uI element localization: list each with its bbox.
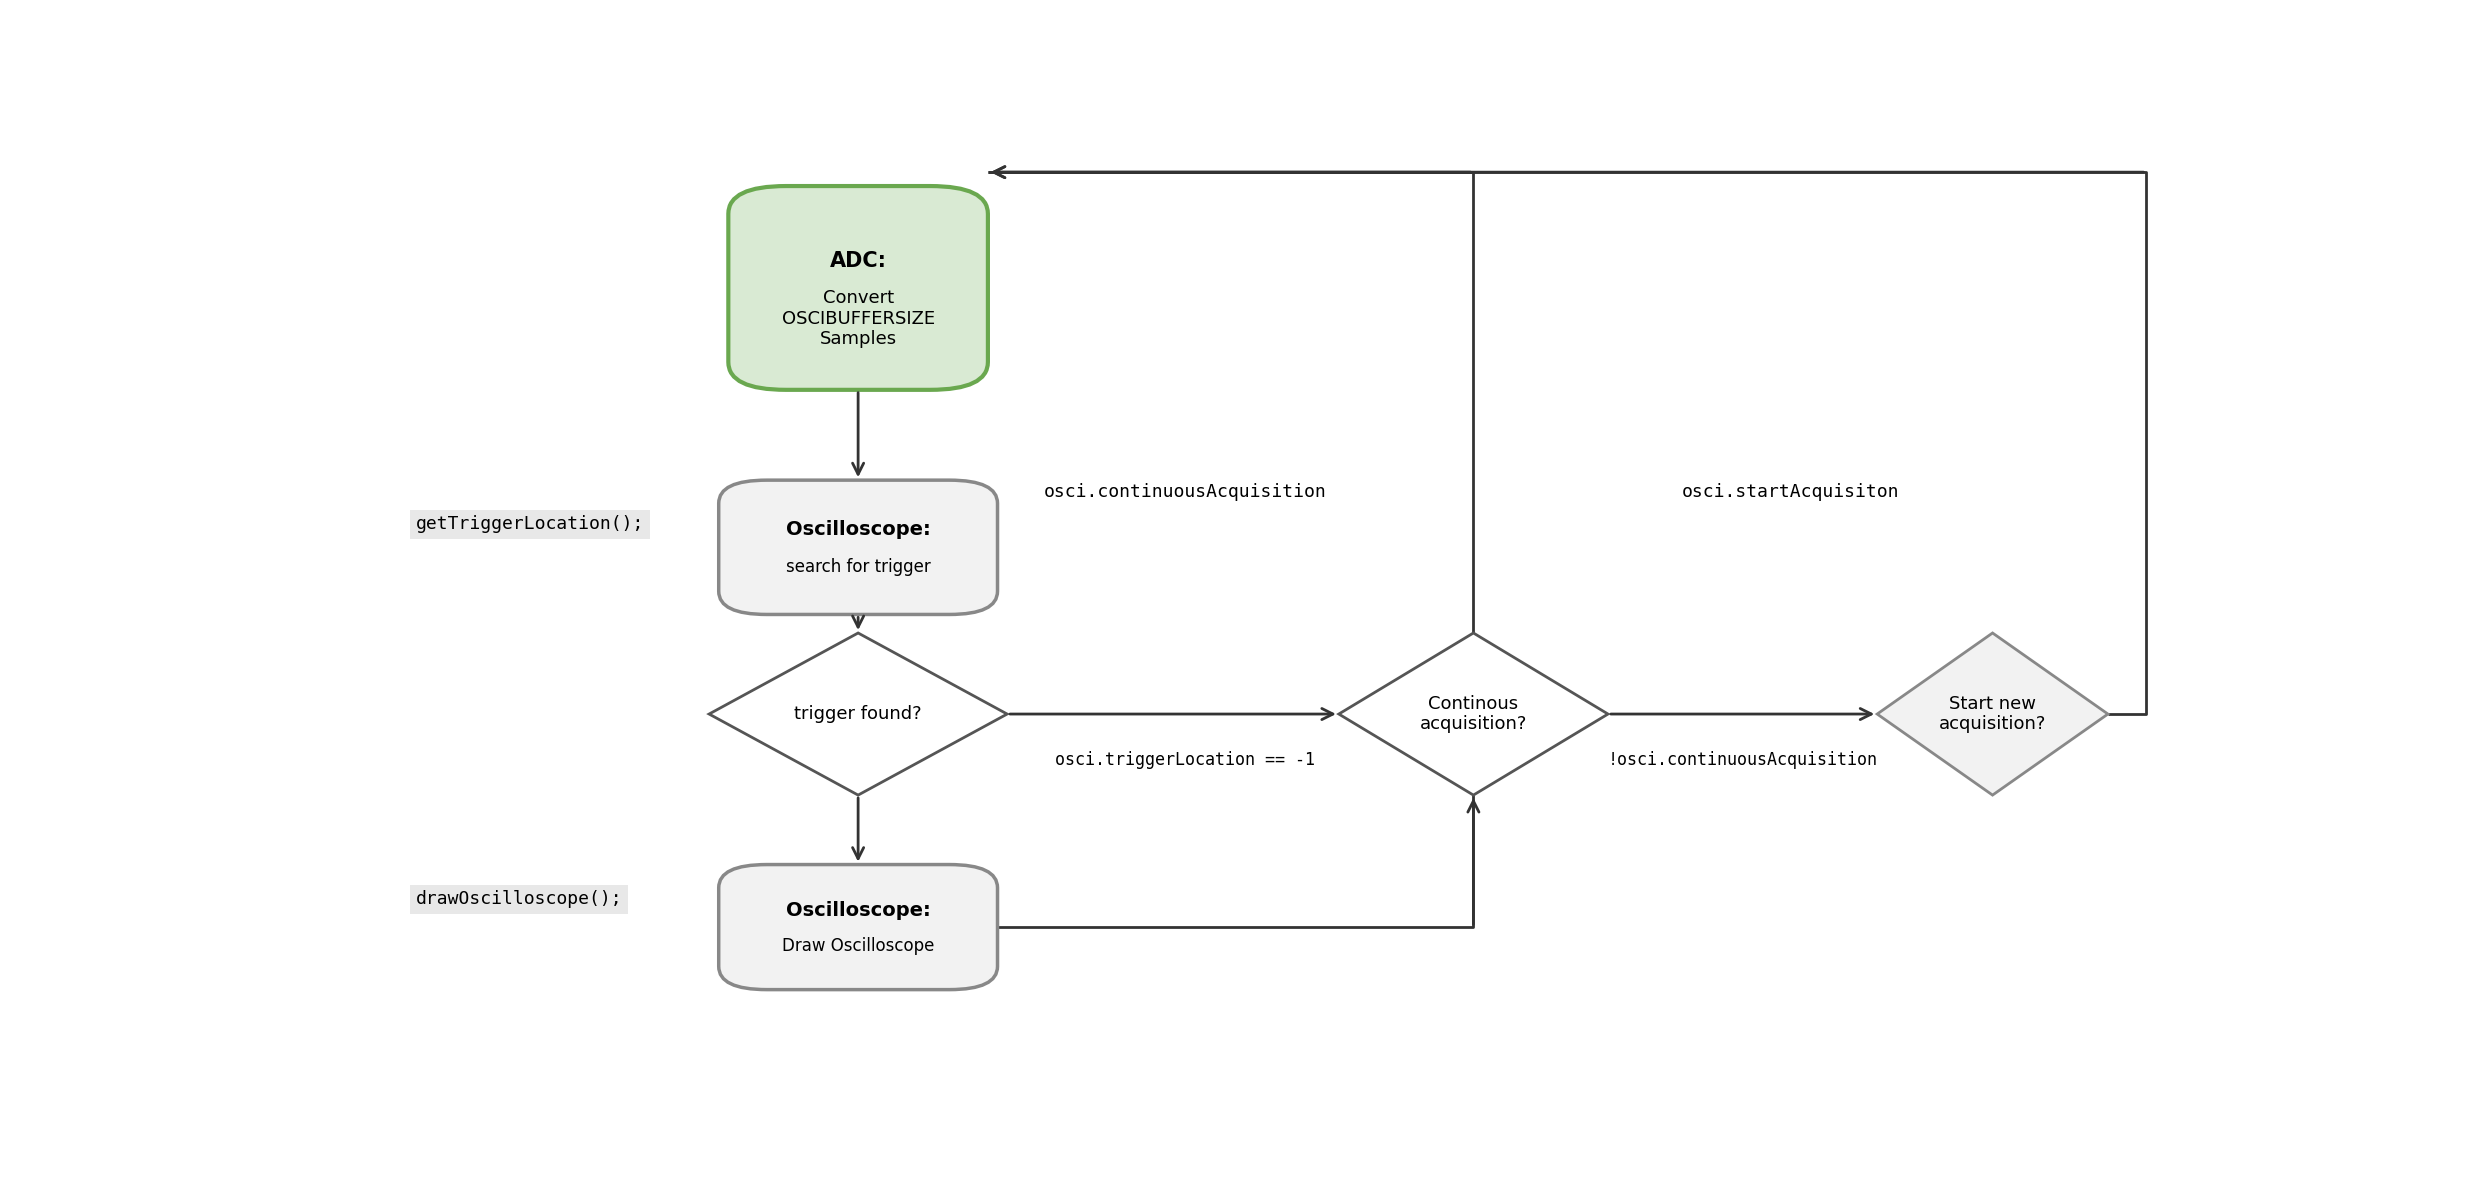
Text: Continous
acquisition?: Continous acquisition? (1419, 694, 1528, 734)
Text: Oscilloscope:: Oscilloscope: (786, 521, 930, 539)
Text: search for trigger: search for trigger (786, 558, 930, 576)
FancyBboxPatch shape (719, 480, 997, 615)
Text: Convert
OSCIBUFFERSIZE
Samples: Convert OSCIBUFFERSIZE Samples (782, 289, 935, 349)
FancyBboxPatch shape (719, 865, 997, 990)
Text: ADC:: ADC: (829, 251, 886, 272)
Text: osci.continuousAcquisition: osci.continuousAcquisition (1045, 482, 1327, 500)
Polygon shape (710, 633, 1007, 795)
Text: trigger found?: trigger found? (794, 705, 923, 723)
Polygon shape (1340, 633, 1608, 795)
Polygon shape (1878, 633, 2109, 795)
Text: getTriggerLocation();: getTriggerLocation(); (417, 515, 645, 533)
Text: osci.startAcquisiton: osci.startAcquisiton (1682, 482, 1900, 500)
Text: Draw Oscilloscope: Draw Oscilloscope (782, 937, 935, 955)
Text: !osci.continuousAcquisition: !osci.continuousAcquisition (1608, 752, 1878, 770)
Text: drawOscilloscope();: drawOscilloscope(); (417, 890, 623, 908)
Text: Oscilloscope:: Oscilloscope: (786, 901, 930, 920)
Text: osci.triggerLocation == -1: osci.triggerLocation == -1 (1054, 752, 1315, 770)
Text: Start new
acquisition?: Start new acquisition? (1938, 694, 2047, 734)
FancyBboxPatch shape (729, 186, 987, 390)
